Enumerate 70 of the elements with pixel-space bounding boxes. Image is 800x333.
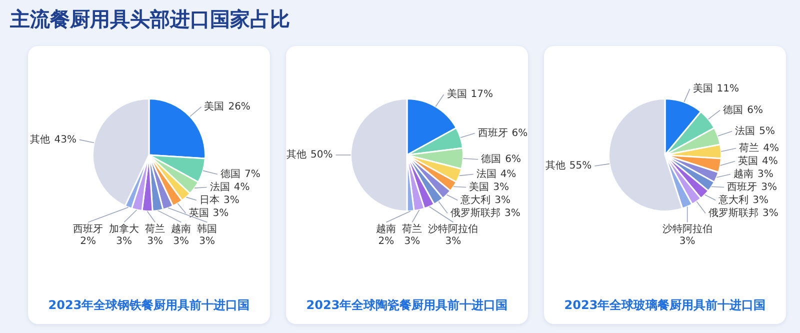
slice-label: 德国 — [220, 168, 240, 180]
slice-label: 法国 — [210, 180, 230, 193]
slice-label: 俄罗斯联邦 — [708, 206, 758, 219]
slice-label: 美国 — [446, 88, 467, 100]
slice-label: 英国 — [188, 206, 209, 219]
slice-label: 德国 — [723, 104, 744, 116]
data-label: 3% — [212, 208, 229, 219]
data-label: 26% — [228, 102, 250, 113]
slice-label: 其他 — [286, 148, 307, 161]
data-label: 3% — [757, 168, 774, 180]
text: 2023年全球陶瓷餐厨用具前十进口国 — [305, 297, 509, 314]
data-label: 6% — [505, 154, 521, 166]
slice-label: 法国 — [476, 168, 496, 180]
data-label: 3% — [223, 194, 240, 206]
data-label: 3% — [493, 182, 509, 193]
data-label: 4% — [234, 182, 250, 193]
slice-label: 加拿大 — [109, 222, 140, 235]
slice-label: 美国 — [204, 100, 224, 113]
slice-label: 越南 — [376, 222, 396, 235]
data-label: 55% — [569, 160, 592, 172]
data-label: 3% — [404, 236, 420, 247]
slice-label: 英国 — [738, 154, 758, 167]
slice-label: 韩国 — [197, 222, 218, 235]
data-label: 4% — [500, 168, 516, 180]
slice-label: 意大利 — [718, 194, 749, 206]
data-label: 4% — [763, 142, 779, 154]
slice-label: 其他 — [545, 160, 566, 172]
data-label: 2% — [80, 236, 96, 247]
data-label: 3% — [445, 236, 462, 247]
data-label: 4% — [762, 156, 778, 167]
data-label: 50% — [310, 150, 333, 161]
data-label: 3% — [752, 194, 769, 206]
data-label: 11% — [716, 83, 740, 94]
data-label: 2% — [378, 236, 394, 247]
slice-label: 美国 — [469, 180, 490, 193]
text: 2023年全球玻璃餐厨用具前十进口国 — [563, 297, 767, 314]
data-label: 3% — [762, 208, 778, 219]
data-label: 3% — [679, 236, 696, 247]
slice-label: 美国 — [692, 82, 713, 94]
slice-label: 其他 — [30, 133, 50, 146]
slice-label: 德国 — [481, 154, 502, 166]
slice-label: 西班牙 — [478, 126, 508, 139]
slice-label: 荷兰 — [402, 222, 422, 235]
slice-label: 日本 — [199, 194, 220, 206]
data-label: 6% — [512, 128, 528, 139]
data-label: 43% — [54, 134, 76, 146]
slice-label: 荷兰 — [145, 222, 166, 235]
data-label: 3% — [173, 236, 190, 247]
data-label: 3% — [116, 236, 132, 247]
data-label: 3% — [761, 182, 777, 193]
slice-label: 越南 — [733, 168, 754, 180]
slice-label: 沙特阿拉伯 — [662, 222, 712, 235]
slice-label: 荷兰 — [739, 142, 760, 154]
slice-label: 西班牙 — [727, 180, 758, 193]
data-label: 7% — [244, 168, 260, 180]
slice-label: 越南 — [171, 222, 192, 235]
data-label: 3% — [504, 208, 520, 219]
data-label: 3% — [199, 236, 216, 247]
slice-label: 意大利 — [460, 194, 491, 206]
slice-label: 俄罗斯联邦 — [450, 206, 500, 219]
data-label: 5% — [759, 126, 775, 137]
data-label: 17% — [470, 89, 493, 100]
slice-label: 西班牙 — [73, 222, 104, 235]
text: 主流餐厨用具头部进口国家占比 — [10, 6, 290, 33]
slice-label: 法国 — [735, 124, 756, 137]
data-label: 6% — [747, 104, 764, 116]
text: 2023年全球钢铁餐厨用具前十进口国 — [47, 297, 251, 314]
data-label: 3% — [494, 194, 511, 206]
data-label: 3% — [147, 236, 164, 247]
slice-label: 沙特阿拉伯 — [428, 222, 478, 235]
